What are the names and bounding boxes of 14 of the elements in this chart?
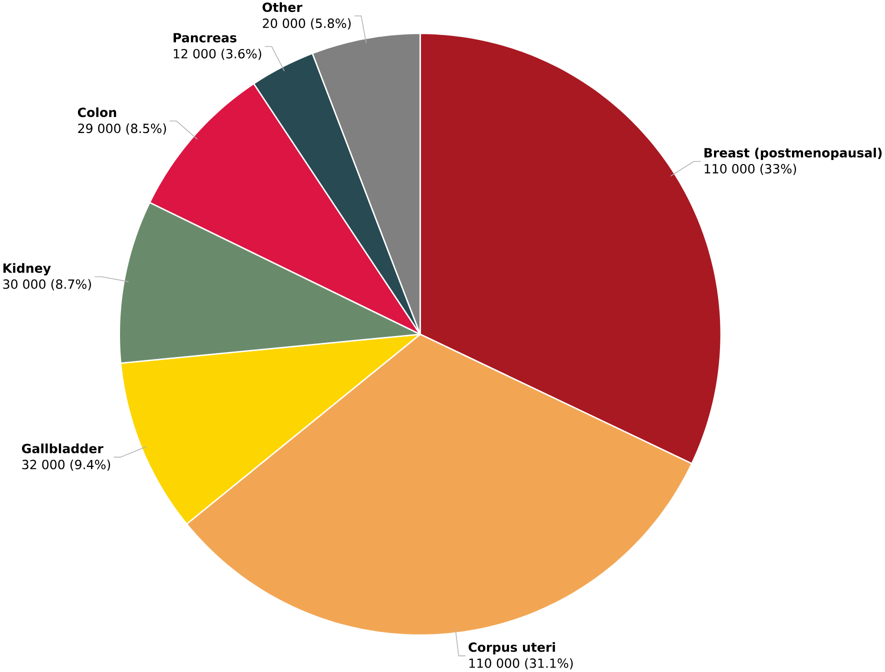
slice-label: Corpus uteri: [468, 642, 555, 654]
slice-label: Kidney: [3, 263, 51, 276]
data-label: 29 000 (8.5%): [78, 124, 166, 135]
slice-label: Pancreas: [174, 33, 236, 43]
slice-label: Colon: [78, 108, 116, 118]
slice-label: Gallbladder: [22, 444, 104, 454]
data-label: 20 000 (5.8%): [262, 18, 351, 30]
slice-label: Other: [262, 2, 302, 12]
slice-label: Breast (postmenopausal): [704, 148, 882, 160]
data-label: 110 000 (31.1%): [469, 658, 573, 670]
data-label: 32 000 (9.4%): [22, 460, 110, 471]
data-label: 110 000 (33%): [704, 164, 796, 176]
data-label: 12 000 (3.6%): [174, 48, 262, 60]
data-label: 30 000 (8.7%): [3, 279, 91, 291]
